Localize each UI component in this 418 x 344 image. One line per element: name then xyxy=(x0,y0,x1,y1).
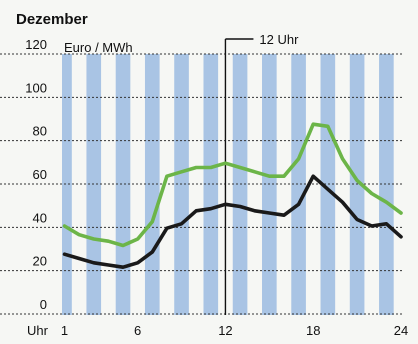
unit-label: Euro / MWh xyxy=(64,40,133,55)
hour-stripe xyxy=(203,54,219,315)
noon-annotation: 12 Uhr xyxy=(224,32,299,315)
chart-title: Dezember xyxy=(16,11,88,28)
green-price-line xyxy=(62,122,403,248)
axis-labels: Dezember Euro / MWh 0 20 40 60 80 100 120 1 6 12 18 2… xyxy=(16,11,408,338)
hour-stripe xyxy=(62,54,72,315)
noon-marker-label: 12 Uhr xyxy=(259,32,299,47)
hour-stripe xyxy=(115,54,131,315)
y-tick-label: 100 xyxy=(25,80,47,95)
x-tick-label: 18 xyxy=(306,323,320,338)
y-tick-label: 80 xyxy=(33,124,47,139)
horizontal-gridlines xyxy=(0,53,404,315)
hour-stripe xyxy=(379,54,394,315)
hour-stripe xyxy=(291,54,306,315)
y-tick-label: 40 xyxy=(33,210,47,225)
x-tick-label: 12 xyxy=(218,323,232,338)
series-lines xyxy=(62,122,403,270)
y-tick-label: 120 xyxy=(25,37,47,52)
x-tick-label: 1 xyxy=(61,323,68,338)
hour-stripe xyxy=(320,54,336,315)
black-price-line xyxy=(62,174,403,270)
y-tick-label: 60 xyxy=(33,167,47,182)
y-tick-label: 0 xyxy=(40,297,47,312)
x-tick-label: 24 xyxy=(394,323,408,338)
hour-stripes xyxy=(62,54,394,315)
x-axis-label: Uhr xyxy=(27,323,49,338)
y-tick-label: 20 xyxy=(33,254,47,269)
x-tick-label: 6 xyxy=(134,323,141,338)
